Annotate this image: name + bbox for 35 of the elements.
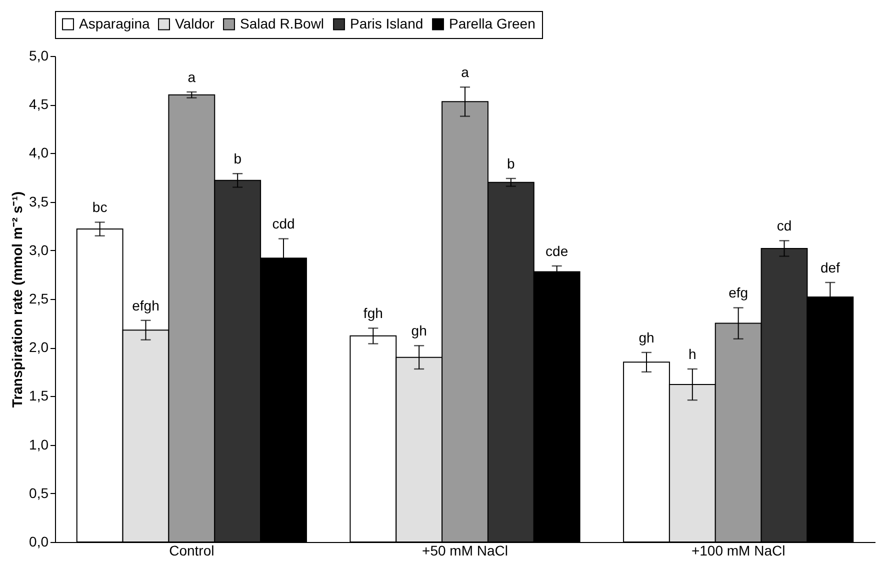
data-label: fgh bbox=[363, 305, 383, 322]
y-tick-label: 5,0 bbox=[29, 48, 49, 64]
y-tick-label: 3,5 bbox=[29, 193, 49, 210]
x-tick-label: +100 mM NaCl bbox=[691, 542, 786, 558]
y-tick-label: 4,0 bbox=[29, 144, 49, 161]
legend-label: Valdor bbox=[175, 15, 215, 32]
data-label: b bbox=[507, 155, 516, 172]
data-label: gh bbox=[411, 322, 427, 339]
y-tick-label: 3,0 bbox=[29, 242, 49, 258]
data-label: cdd bbox=[272, 216, 295, 232]
y-tick-label: 2,0 bbox=[29, 339, 49, 356]
data-label: h bbox=[688, 346, 696, 362]
y-tick-label: 2,5 bbox=[29, 290, 49, 306]
legend-label: Parella Green bbox=[449, 15, 536, 32]
data-label: a bbox=[461, 64, 470, 80]
y-tick-label: 1,5 bbox=[29, 388, 49, 404]
data-label: cde bbox=[546, 242, 568, 259]
data-label: efgh bbox=[132, 297, 160, 314]
legend-label: Salad R.Bowl bbox=[240, 15, 324, 32]
data-label: bc bbox=[92, 199, 108, 216]
legend-label: Asparagina bbox=[79, 15, 150, 32]
x-tick-label: +50 mM NaCl bbox=[422, 542, 508, 558]
data-label: efg bbox=[728, 284, 748, 301]
y-axis-title: Transpiration rate (mmol m⁻² s⁻¹) bbox=[9, 191, 26, 408]
y-tick-label: 0,5 bbox=[29, 484, 49, 501]
y-tick-label: 4,5 bbox=[29, 96, 49, 112]
y-tick-label: 0,0 bbox=[29, 534, 49, 550]
data-label: cd bbox=[776, 218, 792, 234]
y-tick-label: 1,0 bbox=[29, 436, 49, 452]
x-tick-label: Control bbox=[169, 542, 214, 558]
legend-label: Paris Island bbox=[350, 15, 424, 32]
data-label: def bbox=[820, 259, 840, 276]
data-label: gh bbox=[638, 329, 654, 346]
data-label: b bbox=[234, 150, 242, 167]
data-label: a bbox=[188, 68, 196, 85]
